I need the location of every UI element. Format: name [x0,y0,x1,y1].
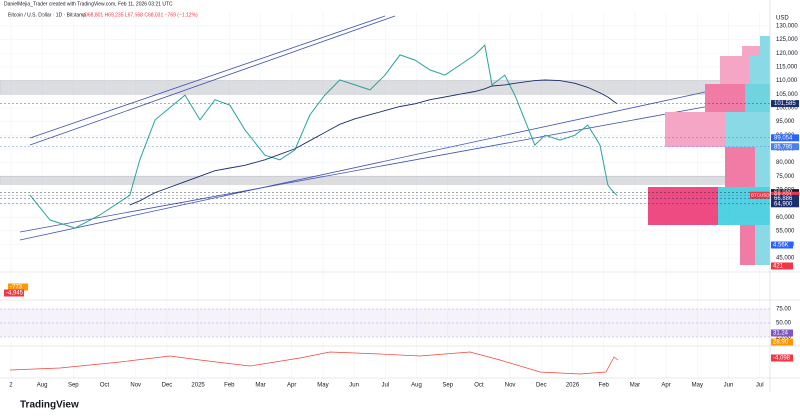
value-tag [8,283,28,291]
symbol: Bitcoin / U.S. Dollar · 1D · Bitstamp [8,12,86,18]
rsi-tick-label: 25.00 [776,335,792,341]
x-tick-label: Dec [536,383,547,389]
price-tag [771,100,799,108]
rsi-band [0,309,770,337]
x-tick-label: Jun [724,383,734,389]
price-tag [771,200,799,208]
x-tick-label: Mar [630,383,640,389]
value-tag-label: -773 [10,285,23,291]
price-tag-label: 64,900 [774,201,793,207]
x-tick-label: 2025 [191,383,205,389]
price-tag-label: 66,886 [774,196,793,202]
price-tag-label: 89,054 [774,135,793,141]
x-tick-label: 2026 [566,383,580,389]
symbol-tag-label: BTCUSD [751,192,770,197]
y-tick-label: 60,000 [776,215,795,221]
y-tick-label: 130,000 [776,24,798,30]
price-tag-label: 101,585 [774,101,796,107]
x-tick-label: Aug [37,383,48,389]
value-tag-label: -4,098 [773,356,791,362]
x-tick-label: May [317,383,328,389]
volume-profile [648,36,770,265]
x-tick-label: Sep [442,383,453,389]
x-tick-label: Apr [287,383,296,389]
y-tick-label: 55,000 [776,228,795,234]
x-tick-label: Oct [474,383,484,389]
y-tick-label: 80,000 [776,160,795,166]
x-tick-label: Mar [255,383,265,389]
value-tag-label: 4.56K [773,243,789,249]
x-tick-label: Nov [505,383,516,389]
footer-logo: TradingView [20,400,79,411]
price-tag [771,143,799,151]
zone [0,80,771,95]
y-tick-label: 105,000 [776,92,798,98]
value-tag-label: 421 [773,264,784,270]
price-tag-label: 85,795 [774,144,793,150]
y-tick-label: 75,000 [776,174,795,180]
value-tag [771,262,793,270]
value-tag [4,289,24,297]
rsi-tick-label: 75.00 [776,307,792,313]
x-tick-label: Sep [68,383,79,389]
value-tag [771,338,793,346]
x-tick-label: 2 [9,383,13,389]
axis-unit: USD [776,16,789,22]
x-tick-label: Jul [381,383,389,389]
x-tick-label: Feb [599,383,610,389]
x-tick-label: Nov [130,383,141,389]
price-tag [771,134,799,142]
value-tag-label: -4,945 [6,291,24,297]
price-tag [771,194,799,202]
x-tick-label: Aug [411,383,422,389]
x-tick-label: Feb [224,383,235,389]
x-tick-label: Apr [661,383,670,389]
ohlc: O68,801 H69,235 L67,568 C68,031 −769 (−1… [84,12,198,18]
y-tick-label: 120,000 [776,51,798,57]
y-tick-label: 125,000 [776,37,798,43]
value-tag-label: 31.24 [773,331,789,337]
value-tag [771,329,793,337]
y-tick-label: 100,000 [776,105,798,111]
x-tick-label: Dec [162,383,173,389]
value-tag [771,354,793,362]
y-tick-label: 45,000 [776,256,795,262]
price-line [29,44,618,229]
value-tag [771,241,793,249]
cvd-line [9,351,619,375]
x-tick-label: Jul [756,383,764,389]
value-tag-label: 28.90 [773,340,789,346]
y-tick-label: 95,000 [776,119,795,125]
trend-lines [19,15,771,241]
symbol-tag [750,191,770,199]
zone [0,175,771,185]
x-tick-label: Jun [349,383,359,389]
x-tick-label: Oct [100,383,110,389]
y-tick-label: 115,000 [776,64,798,70]
x-tick-label: May [692,383,703,389]
y-tick-label: 110,000 [776,78,798,84]
rsi-tick-label: 50.00 [776,321,792,327]
credit: DanielMejia_Trader created with TradingV… [4,1,173,7]
moving-average [129,79,618,206]
